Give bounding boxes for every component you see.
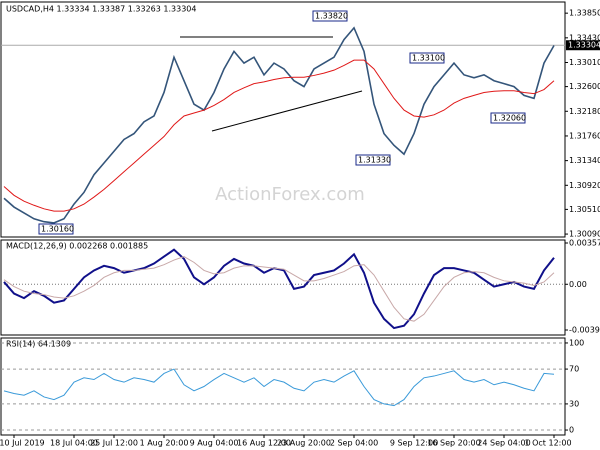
watermark: ActionForex.com [215,184,365,205]
x-tick-label: 9 Sep 12:00 [390,439,438,448]
y-tick-label: 1.33850 [569,9,600,18]
series-line [3,59,555,212]
x-tick-label: 2 Sep 04:00 [330,439,378,448]
y-tick-label: 1.31760 [569,131,600,140]
annotation: 1.32060 [493,114,526,123]
annotation-box [312,10,348,22]
series-line [3,26,555,224]
x-tick-label: 23 Aug 20:00 [277,439,331,448]
y-tick-label: -0.003966 [569,325,600,334]
series-line [3,368,555,407]
y-tick-label: 1.31340 [569,156,600,165]
x-tick-label: 24 Sep 04:00 [477,439,530,448]
x-tick-label: 16 Aug 12:00 [237,439,291,448]
y-tick-label: 0.00 [569,280,587,289]
y-tick-label: 1.33430 [569,33,600,42]
price-title: USDCAD,H4 1.33334 1.33387 1.33263 1.3330… [6,5,196,14]
annotation: 1.33820 [315,12,348,21]
y-tick-label: 0 [569,426,574,435]
rsi-panel [0,337,566,436]
x-tick-label: 16 Sep 20:00 [427,439,480,448]
annotation-box [490,112,526,124]
x-tick-label: 10 Jul 2019 [0,439,45,448]
annotation: 1.33100 [412,54,445,63]
macd-title: MACD(12,26,9) 0.002268 0.001885 [6,242,148,251]
y-tick-label: 1.33010 [569,58,600,67]
current-price-label: 1.33304 [568,41,600,50]
y-tick-label: 1.30920 [569,181,600,190]
annotation-box [355,154,391,166]
macd-panel [0,239,566,336]
y-tick-label: 100 [569,338,584,347]
y-tick-label: 30 [569,399,579,408]
y-tick-label: 1.32600 [569,82,600,91]
y-tick-label: 0.003579 [569,239,600,248]
series-line [3,256,555,322]
x-tick-label: 18 Jul 04:00 [50,439,98,448]
x-tick-label: 1 Aug 20:00 [140,439,189,448]
annotation: 1.31330 [358,156,391,165]
series-line [3,248,555,330]
y-tick-label: 70 [569,365,579,374]
price-panel [0,1,566,238]
y-tick-label: 1.30090 [569,230,600,239]
current-price-tag [566,40,600,51]
annotation-box [409,52,445,64]
trend-line [211,90,363,132]
y-tick-label: 1.32180 [569,107,600,116]
x-tick-label: 1 Oct 12:00 [524,439,571,448]
rsi-title: RSI(14) 64.1309 [6,340,71,349]
x-tick-label: 9 Aug 04:00 [190,439,239,448]
y-tick-label: 1.30510 [569,205,600,214]
x-tick-label: 25 Jul 12:00 [90,439,138,448]
annotation-box [38,223,74,235]
annotation: 1.30160 [41,225,74,234]
